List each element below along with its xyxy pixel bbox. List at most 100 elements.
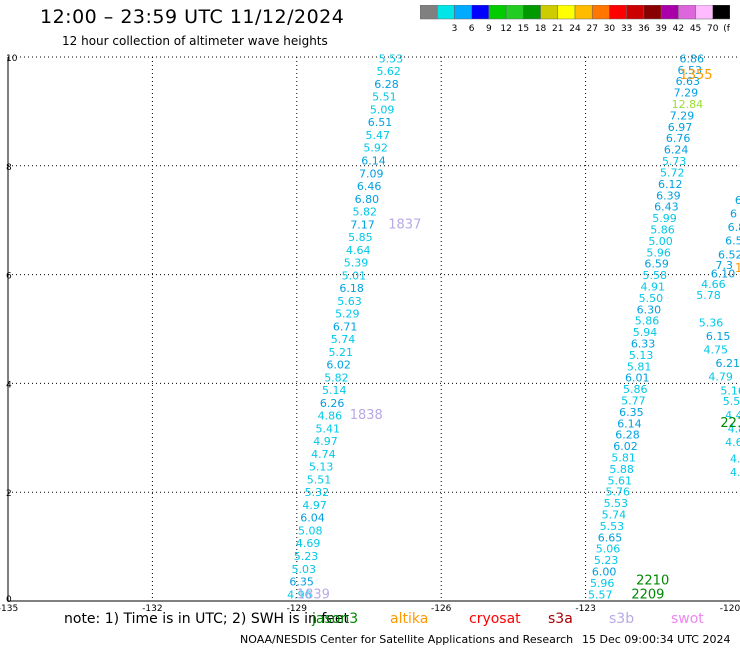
wave-height-value: 4.96 xyxy=(287,588,312,601)
wave-height-value: 6.10 xyxy=(711,267,736,280)
wave-height-value: 6.35 xyxy=(619,406,644,419)
wave-height-value: 5.32 xyxy=(305,486,330,499)
wave-height-value: 6.80 xyxy=(355,193,380,206)
legend-tick-label: 21 xyxy=(552,24,563,34)
wave-height-value: 6.63 xyxy=(676,75,701,88)
wave-height-value: 6.30 xyxy=(637,303,662,316)
wave-height-value: 5.53 xyxy=(600,520,625,533)
wave-height-value: 5.73 xyxy=(662,155,687,168)
wave-height-value: 5.23 xyxy=(294,550,319,563)
wave-height-value: 5.63 xyxy=(337,295,362,308)
wave-height-value: 5.29 xyxy=(335,308,360,321)
legend-tick-label: 45 xyxy=(690,24,701,34)
wave-height-value: 4.79 xyxy=(708,371,733,384)
wave-height-value: 5.14 xyxy=(322,384,347,397)
wave-height-value: 5.58 xyxy=(642,269,667,282)
satellite-label-cryosat: cryosat xyxy=(469,611,521,627)
wave-height-value: 5.77 xyxy=(621,394,646,407)
wave-height-value: 6.65 xyxy=(598,531,623,544)
footer-timestamp: 15 Dec 09:00:34 UTC 2024 xyxy=(582,633,731,646)
wave-height-value: 5.21 xyxy=(329,346,354,359)
wave-height-value: 5.01 xyxy=(342,269,367,282)
wave-height-value: 5.13 xyxy=(629,349,654,362)
wave-height-value: 5.51 xyxy=(307,473,332,486)
wave-height-value: 4.97 xyxy=(302,499,327,512)
y-tick-label: 8 xyxy=(6,163,12,173)
legend-tick-label: 9 xyxy=(486,24,492,34)
wave-height-value: 6.97 xyxy=(668,121,693,134)
wave-height-value: 6.76 xyxy=(666,132,691,145)
wave-height-value: 4.6 xyxy=(730,452,740,465)
wave-height-value: 5.41 xyxy=(315,422,340,435)
wave-height-value: 5.53 xyxy=(379,52,404,65)
legend-tick-label: 42 xyxy=(673,24,684,34)
wave-height-value: 5.85 xyxy=(348,231,373,244)
wave-height-value: 4.4 xyxy=(725,409,740,422)
wave-height-value: 5.47 xyxy=(366,129,391,142)
wave-height-value: 6.28 xyxy=(374,78,399,91)
wave-height-value: 5.61 xyxy=(607,474,632,487)
legend-tick-label: 24 xyxy=(569,24,581,34)
wave-height-value: 5.86 xyxy=(650,223,675,236)
wave-height-value: 4.6 xyxy=(725,436,740,449)
wave-height-value: 6.51 xyxy=(368,116,393,129)
note-text: note: 1) Time is in UTC; 2) SWH is in fe… xyxy=(64,611,350,627)
wave-height-value: 6.39 xyxy=(656,189,681,202)
wave-height-value: 5.57 xyxy=(588,588,613,601)
wave-height-value: 6.33 xyxy=(631,337,656,350)
wave-height-value: 5.36 xyxy=(699,316,724,329)
wave-height-value: 4.69 xyxy=(296,537,321,550)
chart-title: 12:00 – 23:59 UTC 11/12/2024 xyxy=(40,6,345,28)
legend-tick-label: 12 xyxy=(500,24,511,34)
pass-time-label: 2211 xyxy=(720,416,740,431)
y-tick-label: 2 xyxy=(6,489,12,499)
wave-height-value: 5.08 xyxy=(298,524,323,537)
pass-time-label: 1355 xyxy=(679,68,712,83)
wave-height-value: 5.81 xyxy=(611,451,636,464)
wave-height-value: 5.72 xyxy=(660,166,685,179)
wave-height-value: 5.16 xyxy=(720,384,740,397)
wave-height-value: 5.82 xyxy=(324,371,349,384)
wave-height-value: 7.3 xyxy=(716,259,734,272)
wave-height-value: 5.23 xyxy=(594,554,619,567)
wave-height-value: 5.13 xyxy=(309,461,334,474)
wave-height-value: 5.52 xyxy=(723,395,740,408)
wave-height-value: 5.81 xyxy=(627,360,652,373)
pass-time-label: 2210 xyxy=(636,574,669,589)
legend-tick-label: 33 xyxy=(621,24,632,34)
y-tick-label: 6 xyxy=(6,272,12,282)
wave-height-value: 6.24 xyxy=(664,144,689,157)
legend-tick-label: 3 xyxy=(452,24,458,34)
x-tick-label: -135 xyxy=(0,604,18,614)
wave-height-value: 5.92 xyxy=(363,142,388,155)
wave-height-value: 6.8 xyxy=(728,221,740,234)
y-tick-label: 4 xyxy=(6,380,12,390)
wave-height-value: 6.43 xyxy=(654,201,679,214)
wave-height-value: 6.26 xyxy=(320,397,345,410)
wave-height-value: 6.5 xyxy=(725,235,740,248)
wave-height-value: 6.35 xyxy=(289,576,314,589)
wave-height-value: 4.8 xyxy=(728,422,740,435)
x-tick-label: -120 xyxy=(720,604,740,614)
wave-height-value: 5.06 xyxy=(596,543,621,556)
wave-height-value: 6 xyxy=(735,194,740,207)
footer-org: NOAA/NESDIS Center for Satellite Applica… xyxy=(240,633,574,646)
pass-time-label: 2209 xyxy=(631,587,664,602)
wave-height-value: 5.62 xyxy=(376,65,401,78)
wave-height-value: 5.09 xyxy=(370,103,395,116)
wave-height-value: 5.74 xyxy=(602,508,627,521)
wave-height-value: 6.59 xyxy=(644,258,669,271)
wave-height-value: 12.84 xyxy=(672,98,704,111)
satellite-label-s3a: s3a xyxy=(548,611,573,627)
wave-height-value: 4.91 xyxy=(641,280,666,293)
wave-height-value: 6.28 xyxy=(615,429,640,442)
wave-height-value: 6.52 xyxy=(718,248,740,261)
wave-height-value: 6.14 xyxy=(361,155,386,168)
wave-height-value: 5.53 xyxy=(604,497,629,510)
wave-height-value: 4.86 xyxy=(318,410,343,423)
wave-height-value: 4.66 xyxy=(701,278,726,291)
wave-height-value: 5.96 xyxy=(646,246,671,259)
x-tick-label: -132 xyxy=(142,604,162,614)
wave-height-value: 6.15 xyxy=(706,330,731,343)
